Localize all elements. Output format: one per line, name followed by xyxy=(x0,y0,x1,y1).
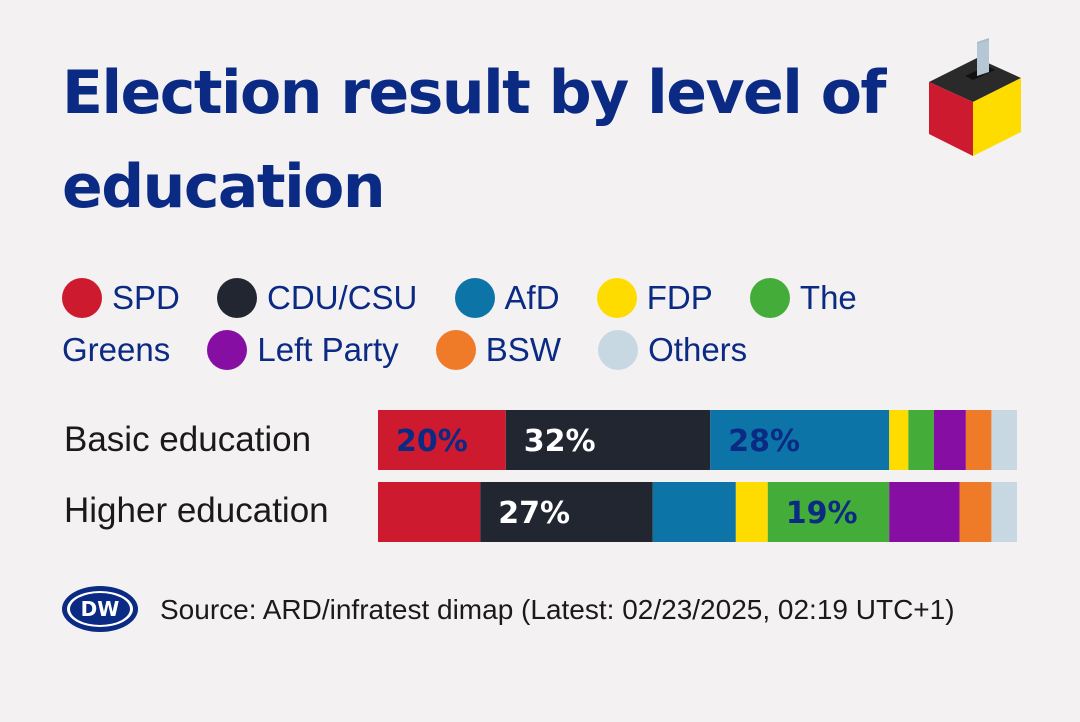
bar-segment-others-higher xyxy=(991,482,1017,542)
legend-swatch xyxy=(454,278,495,318)
data-label: 20% xyxy=(396,424,468,459)
bar-segment-cdu-csu-higher xyxy=(480,482,653,542)
bar-segment-bsw-higher xyxy=(959,482,992,542)
legend-item-fdp: FDP xyxy=(596,278,713,318)
legend-item-the-greens: The Greens xyxy=(62,278,857,368)
source-note: Source: ARD/infratest dimap (Latest: 02/… xyxy=(160,594,955,625)
legend-label: Others xyxy=(648,331,748,368)
ballot-box-icon xyxy=(929,38,1021,156)
legend-item-afd: AfD xyxy=(454,278,560,318)
bar-segment-spd-basic xyxy=(378,410,506,470)
bar-segment-the-greens-higher xyxy=(767,482,890,542)
data-label: 32% xyxy=(524,424,596,459)
legend-swatch xyxy=(207,330,248,370)
bar-segment-afd-higher xyxy=(652,482,736,542)
svg-text:DW: DW xyxy=(81,597,120,621)
data-label: 19% xyxy=(786,496,858,531)
category-label-basic: Basic education xyxy=(64,420,312,459)
bar-segment-others-basic xyxy=(991,410,1017,470)
bar-segment-cdu-csu-basic xyxy=(505,410,711,470)
legend-item-left-party: Left Party xyxy=(207,330,399,370)
legend-swatch xyxy=(217,278,258,318)
legend-swatch xyxy=(435,330,476,370)
bar-segment-spd-higher xyxy=(378,482,481,542)
data-label: 28% xyxy=(728,424,800,459)
legend-label: AfD xyxy=(504,279,560,316)
legend-swatch xyxy=(62,278,102,318)
bar-segment-fdp-basic xyxy=(889,410,909,470)
data-label: 27% xyxy=(498,496,570,531)
bar-segment-the-greens-basic xyxy=(908,410,934,470)
legend-item-others: Others xyxy=(598,330,748,370)
legend-swatch xyxy=(596,278,637,318)
legend-label: CDU/CSU xyxy=(267,279,418,316)
chart-legend: SPD CDU/CSU AfD FDP The Greens Left Part… xyxy=(62,272,922,376)
bar-segment-fdp-higher xyxy=(735,482,768,542)
dw-logo: DW xyxy=(62,586,138,632)
legend-swatch xyxy=(598,330,639,370)
legend-label: The Greens xyxy=(62,279,857,368)
category-label-higher: Higher education xyxy=(64,491,329,530)
bar-segment-left-party-higher xyxy=(889,482,960,542)
legend-swatch xyxy=(749,278,790,318)
legend-label: BSW xyxy=(485,331,561,368)
legend-label: Left Party xyxy=(257,331,399,368)
legend-item-spd: SPD xyxy=(62,278,180,318)
legend-item-cdu-csu: CDU/CSU xyxy=(217,278,418,318)
bar-segment-afd-basic xyxy=(710,410,890,470)
legend-item-bsw: BSW xyxy=(435,330,561,370)
bar-segment-left-party-basic xyxy=(933,410,966,470)
bar-segment-bsw-basic xyxy=(965,410,992,470)
legend-label: SPD xyxy=(112,279,180,316)
legend-label: FDP xyxy=(646,279,713,316)
chart-title: Election result by level of education xyxy=(62,58,887,222)
